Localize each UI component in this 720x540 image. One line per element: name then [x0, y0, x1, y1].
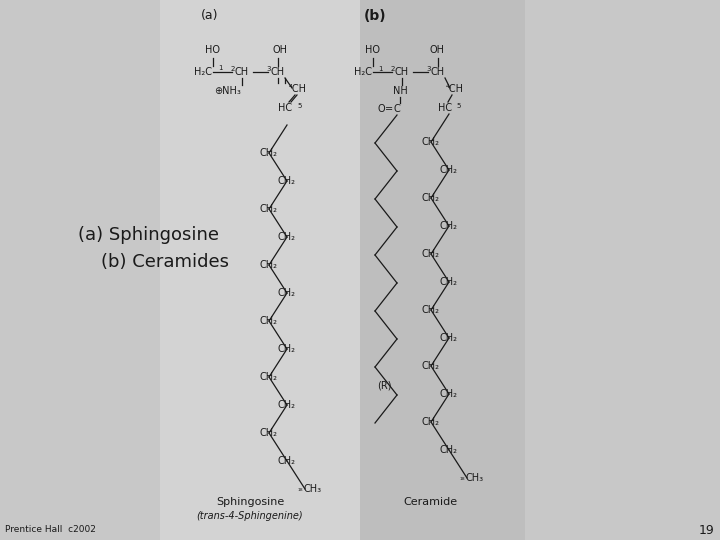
Text: CH₂: CH₂	[278, 344, 296, 354]
Text: 5: 5	[456, 103, 462, 109]
Text: C: C	[394, 104, 400, 114]
Text: HO: HO	[366, 45, 380, 55]
Text: CH₂: CH₂	[260, 428, 278, 438]
Text: CH₂: CH₂	[440, 221, 458, 231]
Text: CH₂: CH₂	[260, 372, 278, 382]
Text: CH₂: CH₂	[278, 176, 296, 186]
Text: (R): (R)	[377, 380, 391, 390]
Text: HC: HC	[278, 103, 292, 113]
Text: CH₂: CH₂	[278, 400, 296, 410]
Text: CH: CH	[395, 67, 409, 77]
Text: ⁴CH: ⁴CH	[446, 84, 464, 94]
Text: CH₂: CH₂	[422, 417, 440, 427]
Text: ₁₈: ₁₈	[459, 475, 464, 481]
Text: 1: 1	[217, 65, 222, 71]
Text: (trans-4-Sphingenine): (trans-4-Sphingenine)	[197, 511, 303, 521]
Text: (a) Sphingosine: (a) Sphingosine	[78, 226, 219, 244]
Text: CH: CH	[235, 67, 249, 77]
Bar	[160, 0, 365, 540]
Text: HO: HO	[205, 45, 220, 55]
Text: CH: CH	[271, 67, 285, 77]
Text: CH₂: CH₂	[278, 456, 296, 466]
Text: H₂C: H₂C	[194, 67, 212, 77]
Text: ₁₈: ₁₈	[297, 486, 302, 492]
Text: ⁴CH: ⁴CH	[289, 84, 307, 94]
Text: CH₂: CH₂	[260, 316, 278, 326]
Text: CH₂: CH₂	[278, 288, 296, 298]
Text: 2: 2	[391, 66, 395, 72]
Text: CH₂: CH₂	[260, 148, 278, 158]
Text: (b): (b)	[364, 9, 387, 23]
Text: CH₂: CH₂	[440, 165, 458, 175]
Text: Prentice Hall  c2002: Prentice Hall c2002	[5, 525, 96, 535]
Text: Ceramide: Ceramide	[403, 497, 457, 507]
Text: CH₂: CH₂	[422, 249, 440, 259]
Text: CH₂: CH₂	[440, 333, 458, 343]
Text: CH₂: CH₂	[440, 445, 458, 455]
Text: CH₂: CH₂	[422, 137, 440, 147]
Text: CH₃: CH₃	[304, 484, 322, 494]
Text: ⊕NH₃: ⊕NH₃	[215, 86, 241, 96]
Text: =: =	[385, 104, 393, 114]
Text: 2: 2	[231, 66, 235, 72]
Text: 5: 5	[298, 103, 302, 109]
Text: CH₂: CH₂	[440, 277, 458, 287]
Text: OH: OH	[430, 45, 444, 55]
Text: (b) Ceramides: (b) Ceramides	[78, 253, 229, 271]
Text: CH: CH	[431, 67, 445, 77]
Text: H₂C: H₂C	[354, 67, 372, 77]
Text: NH: NH	[392, 86, 408, 96]
Bar	[360, 0, 525, 540]
Text: CH₂: CH₂	[260, 204, 278, 214]
Text: CH₂: CH₂	[422, 305, 440, 315]
Text: CH₃: CH₃	[466, 473, 484, 483]
Text: CH₂: CH₂	[422, 361, 440, 371]
Text: CH₂: CH₂	[278, 232, 296, 242]
Text: CH₂: CH₂	[260, 260, 278, 270]
Text: CH₂: CH₂	[440, 389, 458, 399]
Text: 1: 1	[378, 66, 382, 72]
Text: Sphingosine: Sphingosine	[216, 497, 284, 507]
Text: OH: OH	[272, 45, 287, 55]
Text: 3: 3	[427, 66, 431, 72]
Text: HC: HC	[438, 103, 452, 113]
Text: (a): (a)	[202, 10, 219, 23]
Text: 19: 19	[698, 523, 714, 537]
Text: 3: 3	[266, 66, 271, 72]
Text: CH₂: CH₂	[422, 193, 440, 203]
Text: O: O	[377, 104, 384, 114]
